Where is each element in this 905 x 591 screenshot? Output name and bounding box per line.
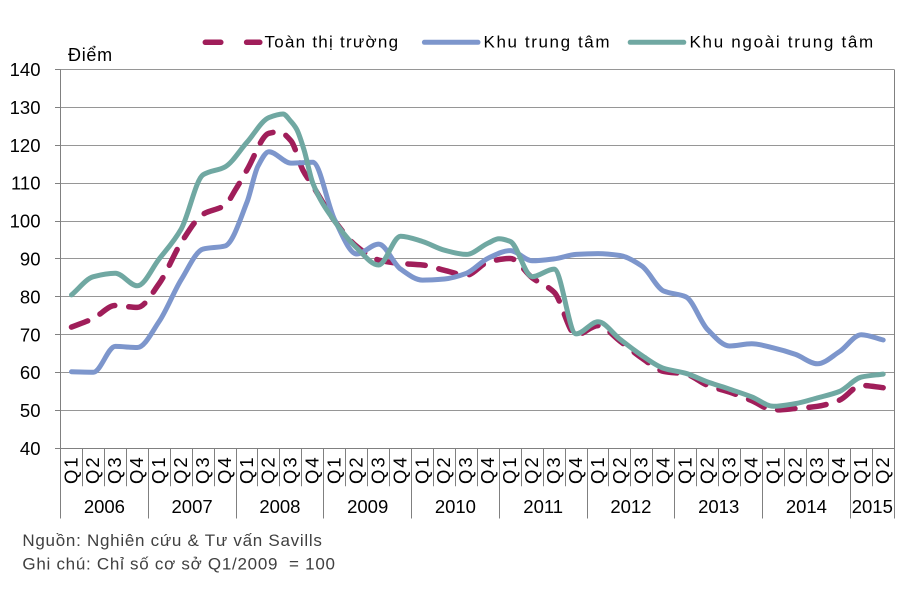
svg-text:2007: 2007	[172, 496, 213, 517]
svg-text:2006: 2006	[84, 496, 125, 517]
svg-text:Q1: Q1	[411, 455, 432, 484]
svg-text:Q4: Q4	[214, 455, 235, 484]
svg-text:Q4: Q4	[828, 455, 849, 484]
svg-text:2010: 2010	[435, 496, 476, 517]
svg-text:130: 130	[10, 97, 41, 118]
svg-text:2015: 2015	[852, 496, 893, 517]
svg-text:Q1: Q1	[324, 455, 345, 484]
svg-text:Ghi chú: Chỉ số cơ sở Q1/2009: Ghi chú: Chỉ số cơ sở Q1/2009 = 100	[22, 555, 335, 574]
svg-text:Q3: Q3	[806, 455, 827, 484]
svg-text:2012: 2012	[610, 496, 651, 517]
svg-text:Q3: Q3	[367, 455, 388, 484]
svg-text:Q1: Q1	[850, 455, 871, 484]
svg-text:90: 90	[20, 249, 41, 270]
svg-text:Q4: Q4	[740, 455, 761, 484]
svg-text:50: 50	[20, 400, 41, 421]
svg-text:120: 120	[10, 135, 41, 156]
svg-text:Q4: Q4	[477, 455, 498, 484]
svg-text:Q2: Q2	[433, 455, 454, 484]
svg-text:140: 140	[10, 59, 41, 80]
svg-text:2008: 2008	[259, 496, 300, 517]
svg-text:2013: 2013	[698, 496, 739, 517]
svg-text:Q3: Q3	[104, 455, 125, 484]
svg-text:Q2: Q2	[521, 455, 542, 484]
svg-text:Q4: Q4	[302, 455, 323, 484]
svg-text:60: 60	[20, 362, 41, 383]
svg-text:Q2: Q2	[872, 455, 893, 484]
svg-text:80: 80	[20, 286, 41, 307]
svg-text:Q1: Q1	[675, 455, 696, 484]
svg-text:70: 70	[20, 324, 41, 345]
svg-text:Q2: Q2	[258, 455, 279, 484]
svg-text:Q2: Q2	[697, 455, 718, 484]
svg-text:2011: 2011	[523, 496, 563, 517]
svg-text:Q2: Q2	[170, 455, 191, 484]
svg-text:Q1: Q1	[60, 455, 81, 484]
svg-text:Q2: Q2	[346, 455, 367, 484]
svg-text:Q3: Q3	[280, 455, 301, 484]
svg-text:Q3: Q3	[192, 455, 213, 484]
svg-text:Q1: Q1	[499, 455, 520, 484]
svg-text:Q4: Q4	[389, 455, 410, 484]
svg-text:Q1: Q1	[236, 455, 257, 484]
svg-text:Khu trung tâm: Khu trung tâm	[484, 33, 612, 52]
svg-text:Q3: Q3	[631, 455, 652, 484]
svg-text:Q1: Q1	[587, 455, 608, 484]
svg-text:2009: 2009	[347, 496, 388, 517]
svg-text:Q4: Q4	[565, 455, 586, 484]
svg-text:Điểm: Điểm	[68, 45, 113, 65]
svg-text:Q2: Q2	[82, 455, 103, 484]
svg-text:Q3: Q3	[719, 455, 740, 484]
svg-text:Khu ngoài trung tâm: Khu ngoài trung tâm	[690, 33, 875, 52]
svg-text:Q2: Q2	[784, 455, 805, 484]
svg-text:Q3: Q3	[455, 455, 476, 484]
svg-text:Q4: Q4	[653, 455, 674, 484]
svg-text:Q1: Q1	[762, 455, 783, 484]
svg-text:40: 40	[20, 438, 41, 459]
svg-text:100: 100	[10, 211, 41, 232]
svg-text:Toàn thị trường: Toàn thị trường	[265, 33, 400, 52]
svg-text:Q1: Q1	[148, 455, 169, 484]
svg-text:Q3: Q3	[543, 455, 564, 484]
svg-text:Q4: Q4	[126, 455, 147, 484]
svg-text:Nguồn: Nghiên cứu & Tư vấn Sav: Nguồn: Nghiên cứu & Tư vấn Savills	[22, 531, 322, 550]
svg-text:Q2: Q2	[609, 455, 630, 484]
svg-text:2014: 2014	[786, 496, 827, 517]
svg-text:110: 110	[11, 173, 41, 194]
